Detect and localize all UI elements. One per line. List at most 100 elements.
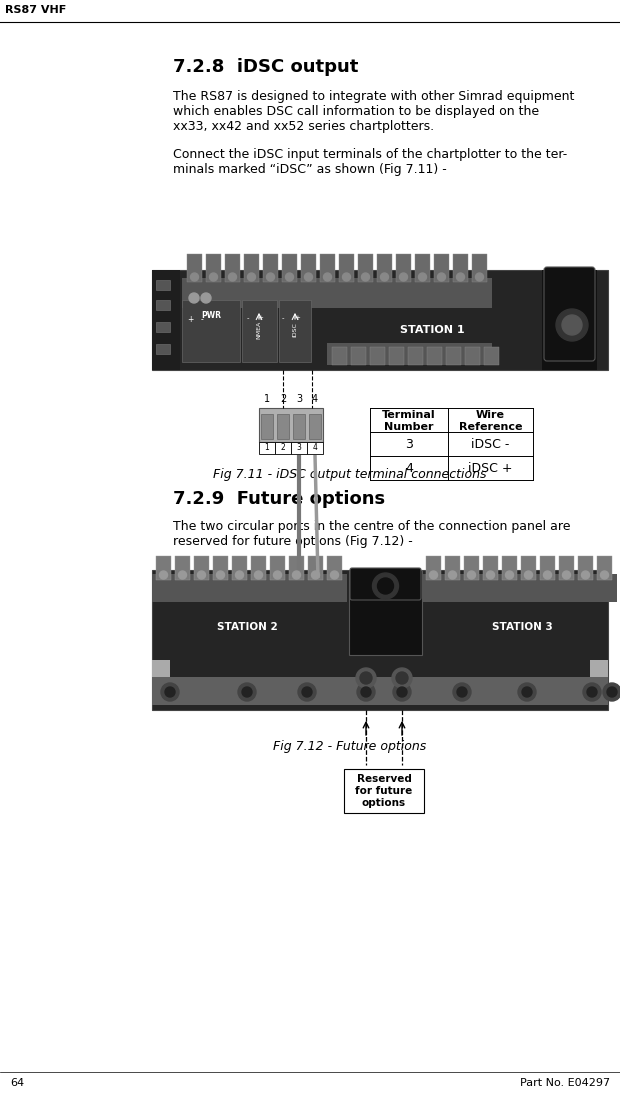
Bar <box>578 556 593 580</box>
Bar <box>289 556 304 580</box>
Bar <box>427 347 442 365</box>
Bar <box>484 347 499 365</box>
Bar <box>453 254 468 282</box>
Bar <box>263 254 278 282</box>
Bar <box>542 270 597 370</box>
Circle shape <box>393 683 411 701</box>
Text: 4: 4 <box>405 462 413 475</box>
Circle shape <box>378 578 394 594</box>
Circle shape <box>525 571 533 579</box>
Text: Fig 7.11 - iDSC output terminal connections: Fig 7.11 - iDSC output terminal connecti… <box>213 468 487 481</box>
Text: Wire
Reference: Wire Reference <box>459 410 522 432</box>
Text: STATION 3: STATION 3 <box>492 622 552 632</box>
Bar <box>434 254 449 282</box>
Bar <box>259 442 275 454</box>
Text: +: + <box>187 315 193 324</box>
Bar <box>242 300 277 362</box>
Bar <box>465 347 480 365</box>
Bar <box>152 570 608 710</box>
Circle shape <box>396 672 408 684</box>
Circle shape <box>418 274 427 281</box>
Bar <box>182 300 240 362</box>
Bar <box>156 322 170 331</box>
Circle shape <box>247 274 255 281</box>
Circle shape <box>518 683 536 701</box>
Bar <box>426 556 441 580</box>
Text: 1: 1 <box>264 394 270 404</box>
Bar <box>175 556 190 580</box>
Circle shape <box>210 274 218 281</box>
Bar <box>483 556 498 580</box>
Text: 3: 3 <box>296 394 302 404</box>
Circle shape <box>302 687 312 697</box>
Circle shape <box>330 571 339 579</box>
Bar <box>309 414 321 439</box>
Bar <box>206 254 221 282</box>
Bar <box>445 556 460 580</box>
Circle shape <box>324 274 332 281</box>
Bar <box>415 254 430 282</box>
Circle shape <box>361 687 371 697</box>
Bar <box>307 442 323 454</box>
Bar <box>152 660 170 685</box>
Text: 4: 4 <box>312 394 318 404</box>
Text: The RS87 is designed to integrate with other Simrad equipment: The RS87 is designed to integrate with o… <box>173 90 574 103</box>
Circle shape <box>373 573 399 600</box>
Circle shape <box>361 274 370 281</box>
Bar <box>301 254 316 282</box>
Circle shape <box>242 687 252 697</box>
Bar <box>327 344 492 365</box>
Circle shape <box>159 571 167 579</box>
Bar <box>339 254 354 282</box>
Bar <box>422 574 617 602</box>
Circle shape <box>201 293 211 303</box>
Text: PWR: PWR <box>201 311 221 321</box>
Circle shape <box>254 571 262 579</box>
Bar <box>291 442 307 454</box>
Circle shape <box>189 293 199 303</box>
Bar <box>327 556 342 580</box>
Circle shape <box>467 571 476 579</box>
Circle shape <box>582 571 590 579</box>
Text: xx33, xx42 and xx52 series chartplotters.: xx33, xx42 and xx52 series chartplotters… <box>173 120 434 133</box>
Bar <box>521 556 536 580</box>
Circle shape <box>198 571 205 579</box>
Text: 2: 2 <box>280 394 286 404</box>
Bar <box>152 677 608 705</box>
Text: -: - <box>201 315 203 324</box>
Circle shape <box>587 687 597 697</box>
Circle shape <box>238 683 256 701</box>
Text: 7.2.9  Future options: 7.2.9 Future options <box>173 490 385 508</box>
Circle shape <box>267 274 275 281</box>
Circle shape <box>298 683 316 701</box>
Bar <box>293 414 305 439</box>
Bar <box>559 556 574 580</box>
Bar <box>349 570 422 655</box>
Circle shape <box>229 274 236 281</box>
Circle shape <box>399 274 407 281</box>
Circle shape <box>556 309 588 341</box>
Text: Connect the iDSC input terminals of the chartplotter to the ter-: Connect the iDSC input terminals of the … <box>173 148 567 161</box>
Bar <box>156 280 170 290</box>
Bar <box>396 254 411 282</box>
Text: +: + <box>294 315 300 321</box>
Circle shape <box>601 571 608 579</box>
Bar <box>156 344 170 354</box>
Text: +: + <box>257 315 263 321</box>
Bar <box>279 300 311 362</box>
Bar <box>472 254 487 282</box>
Circle shape <box>438 274 446 281</box>
Circle shape <box>285 274 293 281</box>
Circle shape <box>607 687 617 697</box>
Bar <box>156 556 171 580</box>
Bar <box>370 347 385 365</box>
Bar <box>244 254 259 282</box>
Bar <box>540 556 555 580</box>
Circle shape <box>456 274 464 281</box>
Bar <box>408 347 423 365</box>
Bar <box>597 556 612 580</box>
Bar <box>225 254 240 282</box>
Circle shape <box>360 672 372 684</box>
Circle shape <box>487 571 495 579</box>
Circle shape <box>453 683 471 701</box>
